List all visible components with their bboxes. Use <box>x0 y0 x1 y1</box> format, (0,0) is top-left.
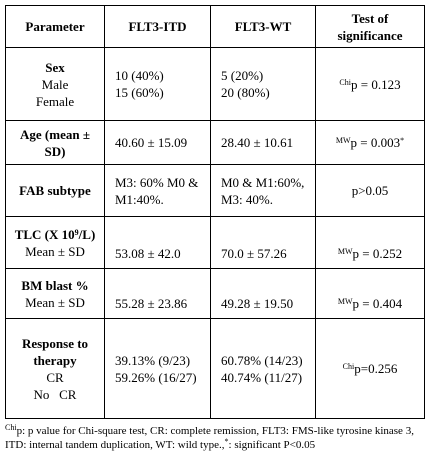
wt-cell: 70.0 ± 57.26 <box>210 216 316 269</box>
value: 20 (80%) <box>221 85 270 100</box>
param-title: Age (mean ± SD) <box>20 126 90 159</box>
value: 70.0 ± 57.26 <box>221 246 287 261</box>
value: 28.40 ± 10.61 <box>221 135 294 150</box>
test-value: p = 0.404 <box>352 296 403 311</box>
wt-cell: 5 (20%) 20 (80%) <box>210 47 316 121</box>
param-cell: BM blast % Mean ± SD <box>5 268 105 319</box>
test-cell: p>0.05 <box>315 164 425 217</box>
header-cell: FLT3-WT <box>210 5 316 48</box>
wt-cell: 28.40 ± 10.61 <box>210 120 316 165</box>
wt-cell: 60.78% (14/23) 40.74% (11/27) <box>210 318 316 419</box>
param-sub: Mean ± SD <box>25 294 85 310</box>
param-title: FAB subtype <box>19 183 91 198</box>
value: 39.13% (9/23) <box>115 352 191 368</box>
param-title-end: /L) <box>78 226 96 242</box>
test-cell: MWp = 0.404 <box>315 268 425 319</box>
row: TLC (X 109/L) Mean ± SD 53.08 ± 42.0 70.0… <box>5 216 425 269</box>
param-title: Sex <box>45 59 65 75</box>
value: 40.60 ± 15.09 <box>115 135 188 150</box>
test-cell: MWp = 0.252 <box>315 216 425 269</box>
param-cell: TLC (X 109/L) Mean ± SD <box>5 216 105 269</box>
itd-cell: 53.08 ± 42.0 <box>104 216 211 269</box>
results-table: Parameter FLT3-ITD FLT3-WT Test of signi… <box>5 5 425 419</box>
value: M3: 60% M0 & M1:40%. <box>115 174 199 207</box>
footnote-mark: * <box>224 437 229 446</box>
param-sub: Mean ± SD <box>25 243 85 259</box>
row: Response to therapy CR No CR 39.13% (9/23)… <box>5 318 425 419</box>
param-cell: FAB subtype <box>5 164 105 217</box>
param-title-sup: 9 <box>74 227 79 237</box>
value: 5 (20%) <box>221 68 264 83</box>
value: 53.08 ± 42.0 <box>115 246 181 261</box>
header-cell: Test of significance <box>315 5 425 48</box>
header-cell: FLT3-ITD <box>104 5 211 48</box>
footnote-text: p: p value for Chi-square test, CR: comp… <box>5 425 414 451</box>
itd-cell: 10 (40%) 15 (60%) <box>104 47 211 121</box>
test-value: p = 0.252 <box>352 246 403 261</box>
row: Sex Male Female 10 (40%) 15 (60%) 5 (20%) 20… <box>5 47 425 121</box>
param-cell: Response to therapy CR No CR <box>5 318 105 419</box>
param-title: TLC (X 10 <box>14 226 75 242</box>
value: 60.78% (14/23) <box>221 352 303 368</box>
test-value: p = 0.123 <box>350 76 401 92</box>
param-sub: Male <box>41 76 69 92</box>
itd-cell: 40.60 ± 15.09 <box>104 120 211 165</box>
param-sub: No CR <box>33 386 77 402</box>
itd-cell: 39.13% (9/23) 59.26% (16/27) <box>104 318 211 419</box>
test-cell: Chip=0.256 <box>315 318 425 419</box>
footnote-sup: Chi <box>5 423 17 432</box>
header-row: Parameter FLT3-ITD FLT3-WT Test of signi… <box>5 5 425 48</box>
test-mark: * <box>400 136 405 145</box>
param-title: Response to therapy <box>21 335 89 368</box>
footnote: Chip: p value for Chi-square test, CR: c… <box>5 424 425 452</box>
wt-cell: M0 & M1:60%, M3: 40%. <box>210 164 316 217</box>
param-sub: CR <box>46 369 64 385</box>
row: BM blast % Mean ± SD 55.28 ± 23.86 49.28 … <box>5 268 425 319</box>
value: 59.26% (16/27) <box>115 369 197 385</box>
value: 40.74% (11/27) <box>221 369 303 385</box>
test-sup: Chi <box>339 77 351 87</box>
row: FAB subtype M3: 60% M0 & M1:40%. M0 & M1… <box>5 164 425 217</box>
test-sup: MW <box>337 247 353 256</box>
wt-cell: 49.28 ± 19.50 <box>210 268 316 319</box>
value: 55.28 ± 23.86 <box>115 296 188 311</box>
itd-cell: M3: 60% M0 & M1:40%. <box>104 164 211 217</box>
test-sup: MW <box>337 297 353 306</box>
footnote-end: : significant P<0.05 <box>228 439 316 451</box>
itd-cell: 55.28 ± 23.86 <box>104 268 211 319</box>
test-value: p = 0.003 <box>350 135 401 150</box>
param-title: BM blast % <box>21 277 89 293</box>
value: 10 (40%) <box>115 68 164 83</box>
header-cell: Parameter <box>5 5 105 48</box>
value: M0 & M1:60%, M3: 40%. <box>221 174 305 207</box>
param-sub: Female <box>35 93 75 109</box>
test-cell: MWp = 0.003* <box>315 120 425 165</box>
test-sup: MW <box>335 136 351 145</box>
test-cell: Chip = 0.123 <box>315 47 425 121</box>
test-value: p=0.256 <box>354 361 398 376</box>
param-cell: Sex Male Female <box>5 47 105 121</box>
param-title-wrap: TLC (X 109/L) <box>10 226 100 243</box>
test-value: p>0.05 <box>351 183 389 198</box>
row: Age (mean ± SD) 40.60 ± 15.09 28.40 ± 10… <box>5 120 425 165</box>
test-sup: Chi <box>342 362 355 371</box>
param-cell: Age (mean ± SD) <box>5 120 105 165</box>
value: 49.28 ± 19.50 <box>221 296 294 311</box>
value: 15 (60%) <box>115 85 164 100</box>
